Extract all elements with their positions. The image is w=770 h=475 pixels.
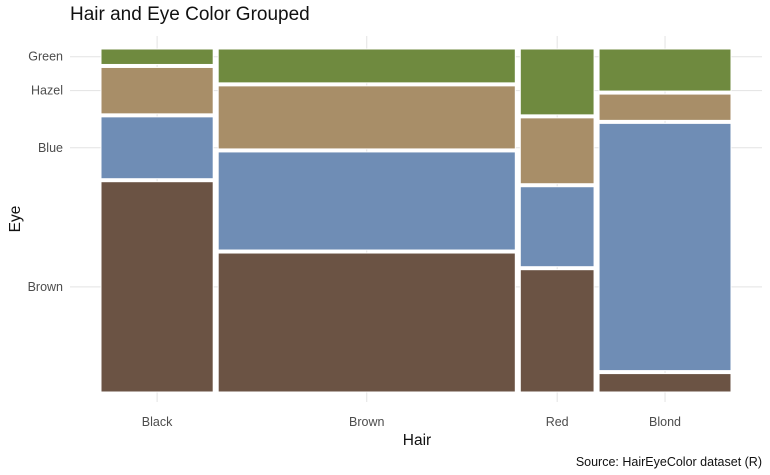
x-tick-label-blond: Blond <box>649 415 681 429</box>
x-axis-label: Hair <box>403 432 431 449</box>
y-tick-label-blue: Blue <box>38 141 63 155</box>
tile-black-green <box>100 48 214 65</box>
x-tick-label-brown: Brown <box>349 415 384 429</box>
tile-black-brown <box>100 181 214 393</box>
x-tick-label-black: Black <box>142 415 173 429</box>
tile-brown-brown <box>217 252 516 393</box>
y-tick-label-brown: Brown <box>28 280 63 294</box>
chart-title: Hair and Eye Color Grouped <box>70 4 310 25</box>
tile-blond-green <box>598 48 732 92</box>
tile-brown-hazel <box>217 85 516 150</box>
y-axis-label: Eye <box>7 206 24 233</box>
tile-brown-green <box>217 48 516 84</box>
tile-red-green <box>519 48 595 116</box>
chart-caption: Source: HairEyeColor dataset (R) <box>575 455 762 469</box>
tile-black-hazel <box>100 66 214 115</box>
tile-blond-brown <box>598 373 732 393</box>
tile-black-blue <box>100 116 214 180</box>
tile-blond-blue <box>598 122 732 372</box>
tile-red-blue <box>519 186 595 268</box>
y-tick-label-green: Green <box>28 50 63 64</box>
tile-blond-hazel <box>598 93 732 121</box>
x-tick-label-red: Red <box>546 415 569 429</box>
tile-brown-blue <box>217 151 516 251</box>
tile-red-brown <box>519 269 595 393</box>
tile-red-hazel <box>519 117 595 185</box>
y-tick-label-hazel: Hazel <box>31 84 63 98</box>
